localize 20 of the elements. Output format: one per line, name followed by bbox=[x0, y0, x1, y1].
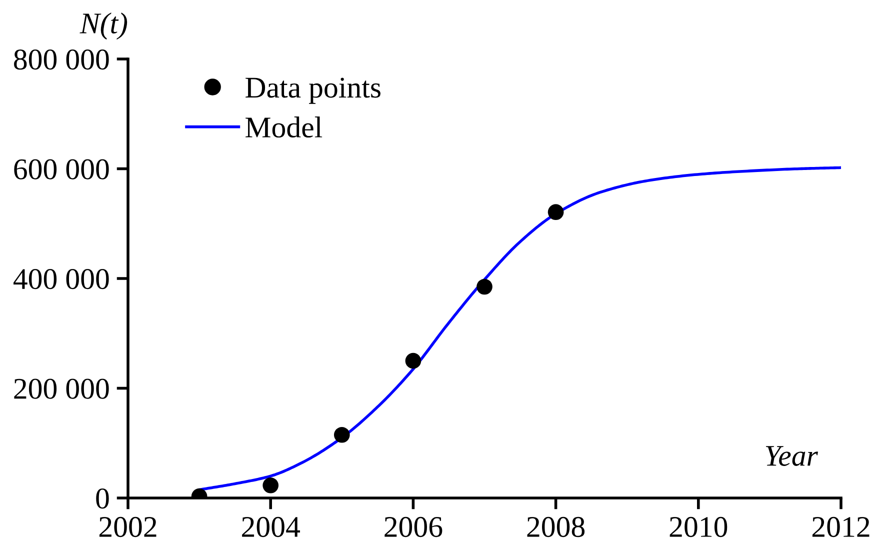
point bbox=[548, 204, 564, 220]
y-tick-label: 400 000 bbox=[13, 269, 109, 290]
legend-label: Data points bbox=[246, 78, 380, 104]
point bbox=[405, 352, 422, 369]
y-tick-label: 600 000 bbox=[14, 159, 109, 180]
x-tick-label: 2002 bbox=[99, 516, 156, 538]
x-tick-label: 2012 bbox=[812, 516, 870, 538]
point bbox=[476, 278, 492, 295]
x-tick-label: 2010 bbox=[670, 516, 728, 538]
x-tick-label: 2008 bbox=[527, 516, 585, 538]
x-axis-title: Year bbox=[766, 446, 818, 466]
legend-label: Model bbox=[246, 116, 322, 138]
y-tick-label: 800 000 bbox=[14, 50, 109, 70]
x-tick-label: 2006 bbox=[384, 516, 442, 538]
y-tick-label: 200 000 bbox=[14, 378, 109, 399]
y-tick-label: 0 bbox=[96, 488, 109, 509]
point bbox=[334, 426, 350, 443]
y-axis-title: N(t) bbox=[80, 12, 128, 40]
point bbox=[262, 477, 279, 494]
x-tick-label: 2004 bbox=[242, 516, 300, 538]
